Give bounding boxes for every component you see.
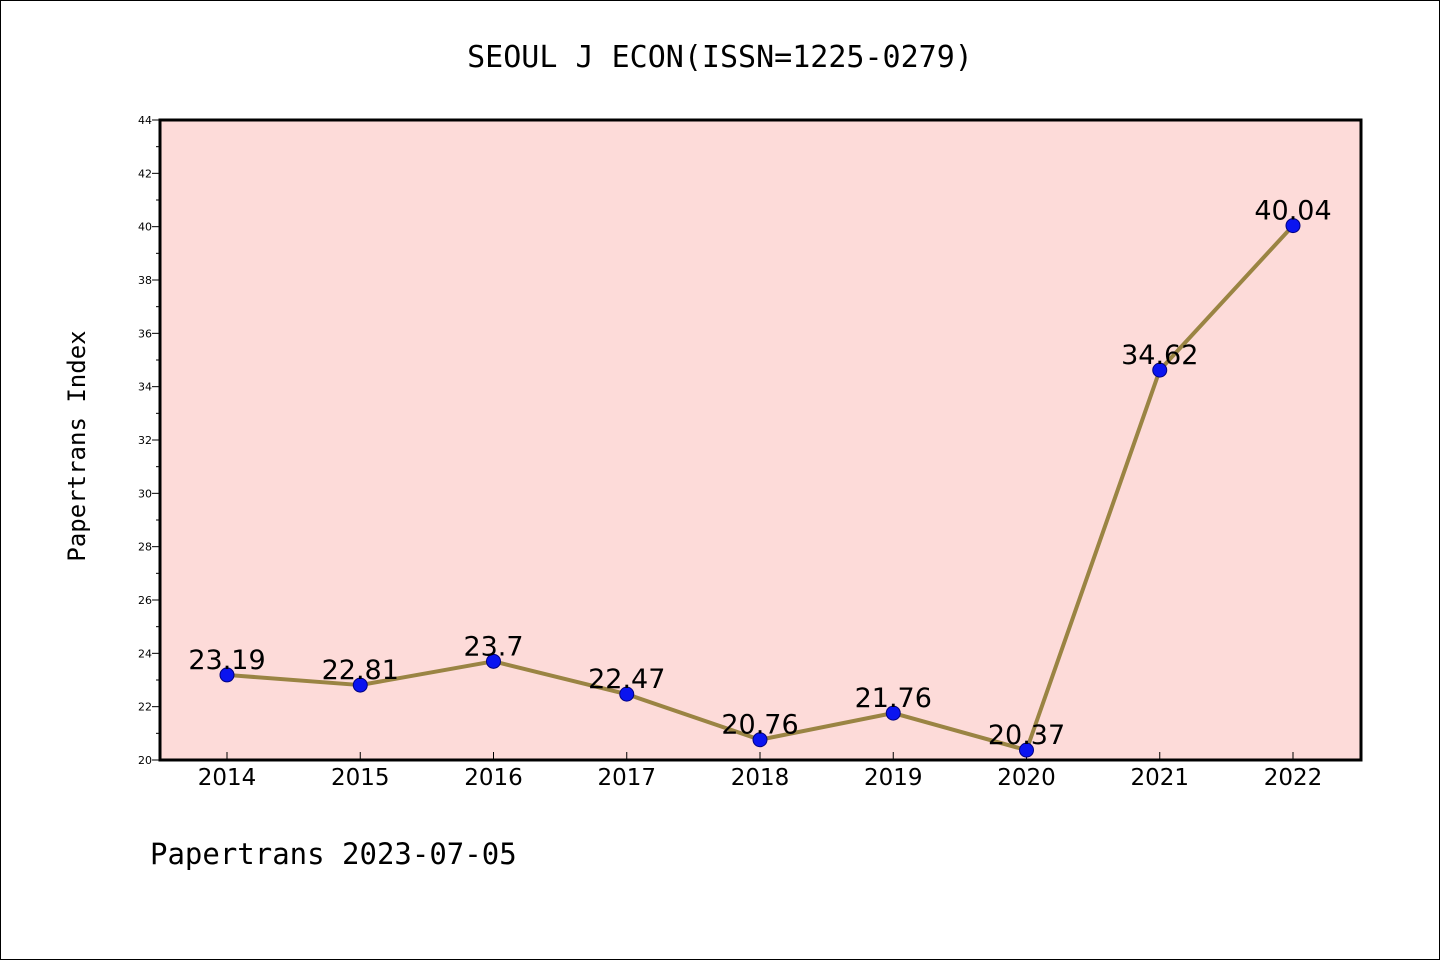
data-label: 22.81 [322, 655, 399, 686]
footer-stamp: Papertrans 2023-07-05 [150, 837, 517, 871]
data-point [486, 653, 501, 669]
y-tick-label: 30 [138, 487, 152, 500]
plot-area [160, 120, 1361, 760]
y-tick-label: 24 [138, 647, 152, 660]
data-label: 23.7 [463, 631, 523, 662]
y-tick-label: 34 [138, 381, 152, 394]
data-label: 40.04 [1254, 196, 1331, 227]
data-point [1019, 742, 1034, 758]
data-labels: 23.19 22.81 23.7 22.47 20.76 21.76 20.37 34.62 4… [188, 196, 1331, 752]
x-tick-label: 2018 [731, 765, 790, 791]
y-tick-label: 36 [138, 327, 152, 340]
x-tick-label: 2019 [864, 765, 923, 791]
x-tick-label: 2015 [331, 765, 390, 791]
data-point [1285, 218, 1301, 234]
y-tick-label: 22 [138, 701, 152, 714]
data-point [219, 667, 235, 683]
data-label: 21.76 [855, 683, 932, 714]
y-tick-label: 38 [138, 274, 152, 287]
data-label: 20.76 [721, 710, 798, 741]
x-tick-label: 2022 [1264, 765, 1323, 791]
x-tick-label: 2020 [997, 765, 1056, 791]
y-tick-label: 28 [138, 541, 152, 554]
x-tick-label: 2016 [464, 765, 523, 791]
y-tick-label: 20 [138, 754, 152, 767]
data-label: 34.62 [1121, 340, 1198, 371]
y-tick-label: 42 [138, 167, 152, 180]
y-tick-label: 32 [138, 434, 152, 447]
y-axis-label: Papertrans Index [63, 330, 91, 561]
data-point [885, 705, 901, 721]
y-tick-label: 40 [138, 221, 152, 234]
x-tick-label: 2014 [198, 765, 257, 791]
data-label: 23.19 [188, 645, 265, 676]
x-tick-label: 2017 [597, 765, 656, 791]
data-point [752, 732, 768, 748]
data-point [1152, 362, 1168, 378]
y-tick-label: 26 [138, 594, 152, 607]
chart-title: SEOUL J ECON(ISSN=1225-0279) [467, 40, 973, 75]
data-label: 20.37 [988, 720, 1065, 751]
data-points [219, 218, 1301, 758]
y-tick-label: 44 [138, 114, 152, 127]
data-point [352, 677, 368, 693]
data-label: 22.47 [588, 664, 665, 695]
x-tick-label: 2021 [1130, 765, 1189, 791]
plot-border [158, 118, 1363, 762]
data-point [619, 686, 635, 702]
